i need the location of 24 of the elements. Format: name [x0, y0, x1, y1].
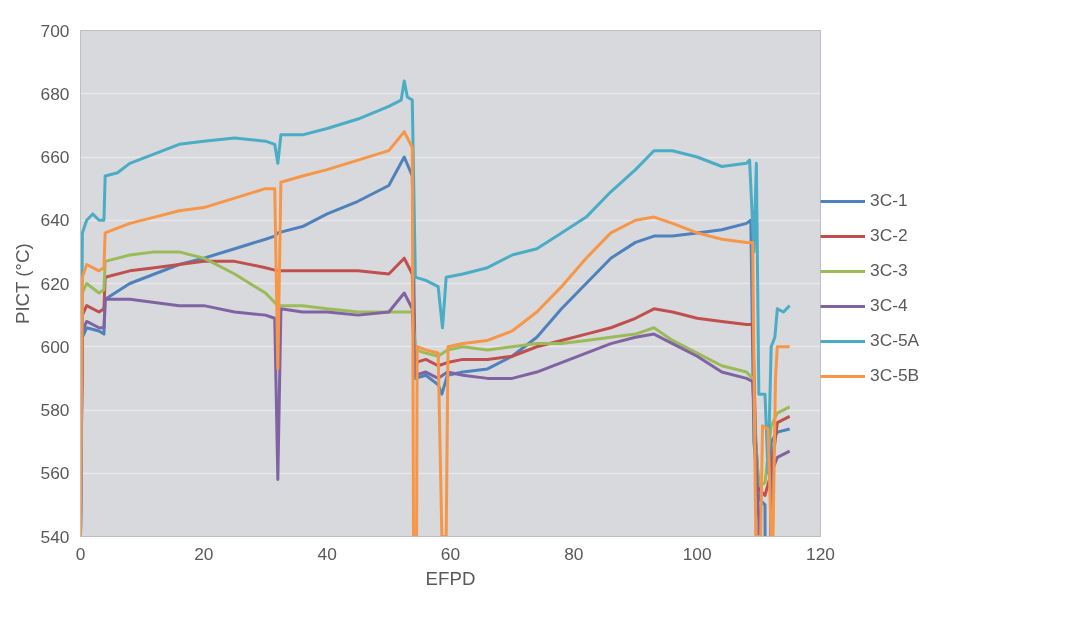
y-tick-label: 640	[40, 210, 70, 231]
y-tick-label: 700	[40, 20, 70, 41]
y-tick-label: 560	[40, 463, 70, 484]
legend-label: 3C-1	[870, 190, 908, 211]
y-tick-label: 580	[40, 400, 70, 420]
legend-label: 3C-2	[870, 225, 908, 246]
y-axis-title: PICT (°C)	[11, 243, 33, 325]
x-tick-label: 80	[564, 543, 584, 564]
x-tick-label: 0	[75, 543, 86, 564]
legend-label: 3C-5B	[870, 365, 920, 386]
legend-label: 3C-5A	[870, 330, 920, 351]
x-tick-label: 100	[682, 543, 712, 564]
y-tick-label: 540	[40, 526, 70, 547]
x-axis-title: EFPD	[425, 567, 476, 589]
y-tick-label: 680	[40, 83, 70, 104]
y-tick-label: 600	[40, 336, 70, 357]
y-tick-label: 620	[40, 273, 70, 294]
x-tick-label: 120	[806, 543, 835, 564]
x-tick-label: 40	[317, 543, 337, 564]
legend-label: 3C-4	[870, 295, 908, 316]
x-tick-label: 20	[194, 543, 214, 564]
legend-label: 3C-3	[870, 260, 908, 281]
x-tick-label: 60	[440, 543, 461, 564]
y-tick-label: 660	[40, 147, 70, 167]
